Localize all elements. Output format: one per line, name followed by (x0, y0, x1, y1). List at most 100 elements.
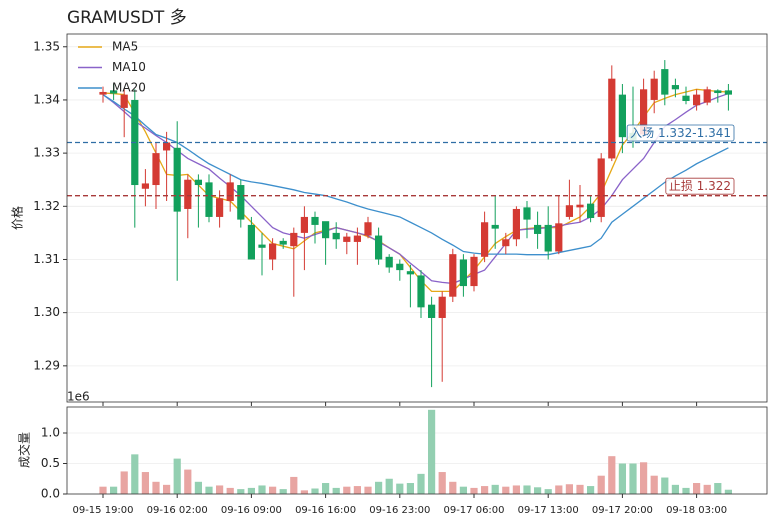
x-tick-label: 09-16 16:00 (295, 505, 356, 516)
candle-body (449, 254, 457, 297)
y-tick-label: 1.35 (33, 39, 60, 53)
candle-body (470, 256, 478, 287)
volume-bar (565, 484, 573, 494)
legend-label: MA10 (112, 60, 146, 74)
candle-body (385, 256, 393, 268)
volume-bar (375, 481, 383, 494)
offset-label: 1e6 (67, 390, 90, 404)
candle-body (714, 90, 722, 94)
ma-line (102, 92, 729, 285)
volume-bar (216, 485, 224, 494)
volume-bar (300, 490, 308, 494)
candle-body (724, 90, 732, 95)
volume-bar (163, 484, 171, 494)
candle-body (375, 235, 383, 260)
volume-bar (417, 473, 425, 494)
y-tick-label: 0.0 (41, 487, 60, 501)
volume-bar (131, 454, 139, 494)
volume-bar (247, 487, 255, 494)
volume-bar (724, 489, 732, 494)
level-label: 入场 1.332-1.341 (630, 126, 731, 140)
volume-bar (438, 472, 446, 494)
candle-body (544, 224, 552, 252)
volume-bar (470, 487, 478, 494)
volume-bar (597, 475, 605, 494)
y-tick-label: 1.29 (33, 358, 60, 372)
volume-bar (353, 486, 361, 494)
candle-body (332, 232, 340, 240)
volume-bar (671, 484, 679, 494)
candle-body (523, 207, 531, 220)
volume-bar (618, 463, 626, 494)
candle-body (491, 224, 499, 229)
candle-body (650, 78, 658, 100)
level-label-box (665, 177, 735, 195)
candle-body (481, 222, 489, 257)
candle-body (110, 90, 118, 94)
x-tick-label: 09-17 13:00 (518, 505, 579, 516)
candle-body (693, 94, 701, 106)
candle-body (438, 296, 446, 318)
candle-body (608, 78, 616, 159)
volume-bar (194, 481, 202, 494)
y-tick-label: 1.30 (33, 305, 60, 319)
candle-body (269, 243, 277, 260)
y-tick-label: 1.34 (33, 92, 60, 106)
volume-bar (332, 487, 340, 494)
volume-bar (714, 483, 722, 494)
candle-body (152, 153, 160, 186)
candle-body (587, 203, 595, 218)
volume-bar (502, 486, 510, 494)
volume-bar (205, 486, 213, 494)
candle-body (512, 208, 520, 240)
volume-bar (269, 486, 277, 494)
volume-bar (99, 486, 107, 494)
volume-bar (650, 475, 658, 494)
volume-bar (428, 409, 436, 494)
volume-bar (544, 489, 552, 494)
candle-body (247, 224, 255, 260)
candle-body (661, 69, 669, 95)
candle-body (364, 222, 372, 236)
candle-body (353, 235, 361, 242)
y-axis-label: 价格 (10, 206, 25, 230)
chart-title: GRAMUSDT 多 (67, 8, 187, 28)
volume-bar (120, 471, 128, 494)
candle-body (279, 240, 287, 245)
volume-bar (629, 463, 637, 494)
candle-body (671, 85, 679, 90)
candle-body (300, 216, 308, 233)
volume-bar (576, 484, 584, 494)
plot-frame (66, 33, 768, 403)
candle-body (226, 182, 234, 201)
volume-bar (290, 476, 298, 494)
volume-bar (523, 485, 531, 494)
volume-bar (364, 486, 372, 494)
volume-bar (661, 477, 669, 494)
level-label: 止损 1.322 (669, 179, 731, 193)
volume-axis-label: 成交量 (17, 432, 32, 468)
y-tick-label: 1.33 (33, 146, 60, 160)
candle-body (311, 216, 319, 225)
candle-body (618, 94, 626, 138)
volume-bar (640, 462, 648, 494)
candle-body (237, 185, 245, 220)
y-tick-label: 1.31 (33, 252, 60, 266)
candle-body (99, 91, 107, 95)
volume-bar (481, 486, 489, 494)
candle-body (216, 198, 224, 217)
y-tick-label: 1.0 (41, 425, 60, 439)
candle-body (163, 142, 171, 151)
volume-bar (396, 483, 404, 494)
x-tick-label: 09-16 09:00 (221, 505, 282, 516)
candle-body (682, 95, 690, 102)
candle-body (396, 263, 404, 271)
x-tick-label: 09-17 20:00 (592, 505, 653, 516)
candle-body (343, 236, 351, 242)
candle-body (597, 158, 605, 217)
candle-body (141, 183, 149, 189)
volume-bar (110, 486, 118, 494)
candle-body (459, 259, 467, 287)
volume-bar (459, 486, 467, 494)
candle-body (205, 182, 213, 217)
